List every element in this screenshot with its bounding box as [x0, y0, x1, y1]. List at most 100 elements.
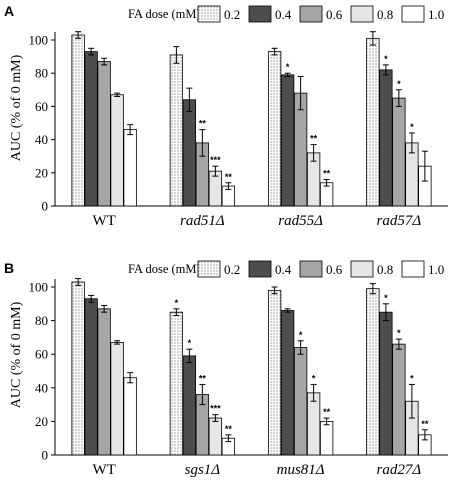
significance-label: *	[384, 54, 388, 64]
legend-label: 0.4	[275, 7, 292, 22]
significance-label: **	[323, 407, 331, 417]
y-tick-label: 40	[35, 132, 48, 147]
bar	[182, 99, 197, 207]
legend-swatch	[197, 5, 221, 23]
y-tick-label: 60	[35, 347, 48, 362]
bar	[280, 74, 295, 207]
y-tick-label: 20	[35, 414, 48, 429]
legend-swatch	[350, 260, 374, 278]
legend-swatch	[248, 260, 272, 278]
bar	[280, 310, 295, 456]
legend-label: 0.2	[224, 7, 240, 22]
legend-label: 1.0	[428, 262, 444, 277]
legend-swatch	[197, 260, 221, 278]
bar	[97, 308, 111, 456]
y-tick-label: 80	[35, 66, 48, 81]
y-tick-label: 100	[29, 280, 49, 295]
significance-label: *	[299, 330, 303, 340]
legend-swatch	[401, 260, 425, 278]
legend-swatch	[299, 5, 323, 23]
legend-swatch	[299, 260, 323, 278]
legend-swatch	[350, 5, 374, 23]
legend-label: 0.2	[224, 262, 240, 277]
x-tick-label: rad55Δ	[278, 213, 323, 229]
x-tick-label: rad57Δ	[377, 213, 422, 229]
x-tick-label: rad27Δ	[377, 462, 422, 478]
bar	[97, 61, 111, 207]
x-tick-label: WT	[92, 462, 115, 478]
bar	[379, 69, 393, 207]
legend-swatch	[248, 5, 272, 23]
significance-label: *	[397, 79, 401, 89]
significance-label: **	[199, 119, 207, 129]
bar	[319, 420, 334, 456]
bar	[123, 129, 137, 207]
significance-label: *	[410, 373, 414, 383]
legend-swatch	[401, 5, 425, 23]
bar	[208, 417, 223, 456]
bar	[379, 311, 393, 456]
significance-label: *	[312, 373, 316, 383]
legend-label: 0.4	[275, 262, 292, 277]
y-tick-label: 80	[35, 313, 48, 328]
significance-label: *	[286, 62, 290, 72]
legend-label: 1.0	[428, 7, 444, 22]
legend-a: FA dose (mM): 0.2 0.4 0.6 0.8 1.0	[128, 5, 444, 23]
significance-label: ***	[210, 155, 221, 165]
significance-label: *	[384, 293, 388, 303]
significance-label: *	[175, 298, 179, 308]
panel-label-b: B	[4, 260, 14, 276]
panel-a: A FA dose (mM): 0.2 0.4 0.6 0.8 1.0 AUC (% o…	[4, 3, 448, 229]
bar	[169, 311, 184, 456]
bar	[110, 94, 124, 207]
legend-title-b: FA dose (mM):	[128, 262, 204, 276]
significance-label: **	[199, 373, 207, 383]
panel-label-a: A	[4, 3, 14, 19]
y-tick-label: 40	[35, 380, 48, 395]
significance-label: **	[323, 168, 331, 178]
x-tick-label: mus81Δ	[277, 462, 325, 478]
bar	[267, 51, 282, 207]
legend-label: 0.6	[326, 7, 343, 22]
legend-b: FA dose (mM): 0.2 0.4 0.6 0.8 1.0	[128, 260, 444, 278]
significance-label: **	[310, 134, 318, 144]
bar	[84, 298, 98, 456]
significance-label: *	[188, 338, 192, 348]
bar	[392, 343, 406, 456]
bar	[71, 281, 85, 456]
legend-label: 0.8	[377, 262, 393, 277]
bar	[123, 377, 137, 456]
bar	[110, 342, 124, 456]
significance-label: *	[397, 328, 401, 338]
bar	[366, 288, 380, 456]
y-tick-label: 20	[35, 165, 48, 180]
y-axis-label-b: AUC (% of 0 mM)	[9, 301, 24, 408]
y-tick-label: 0	[42, 199, 49, 214]
significance-label: **	[421, 419, 429, 429]
bar	[392, 97, 406, 207]
significance-label: *	[410, 122, 414, 132]
legend-label: 0.8	[377, 7, 393, 22]
y-axis-label-a: AUC (% of 0 mM)	[9, 54, 24, 161]
x-tick-label: rad51Δ	[180, 213, 225, 229]
bar	[169, 54, 184, 207]
significance-label: **	[225, 424, 233, 434]
plot-area-a: 020406080100WT*******rad51Δ*****rad55Δ**…	[29, 31, 448, 229]
bar	[293, 347, 308, 456]
y-tick-label: 0	[42, 448, 49, 463]
bar	[366, 37, 380, 207]
x-tick-label: WT	[92, 213, 115, 229]
bar	[267, 289, 282, 456]
y-tick-label: 60	[35, 99, 48, 114]
significance-label: **	[225, 172, 233, 182]
legend-label: 0.6	[326, 262, 343, 277]
legend-title-a: FA dose (mM):	[128, 7, 204, 21]
bar	[71, 34, 85, 207]
plot-area-b: 020406080100WT*********sgs1Δ****mus81Δ**…	[29, 278, 448, 478]
panel-b: B FA dose (mM): 0.2 0.4 0.6 0.8 1.0 AUC (% o…	[4, 260, 448, 478]
bar	[306, 392, 321, 456]
y-tick-label: 100	[29, 33, 49, 48]
bar	[182, 355, 197, 456]
significance-label: ***	[210, 404, 221, 414]
